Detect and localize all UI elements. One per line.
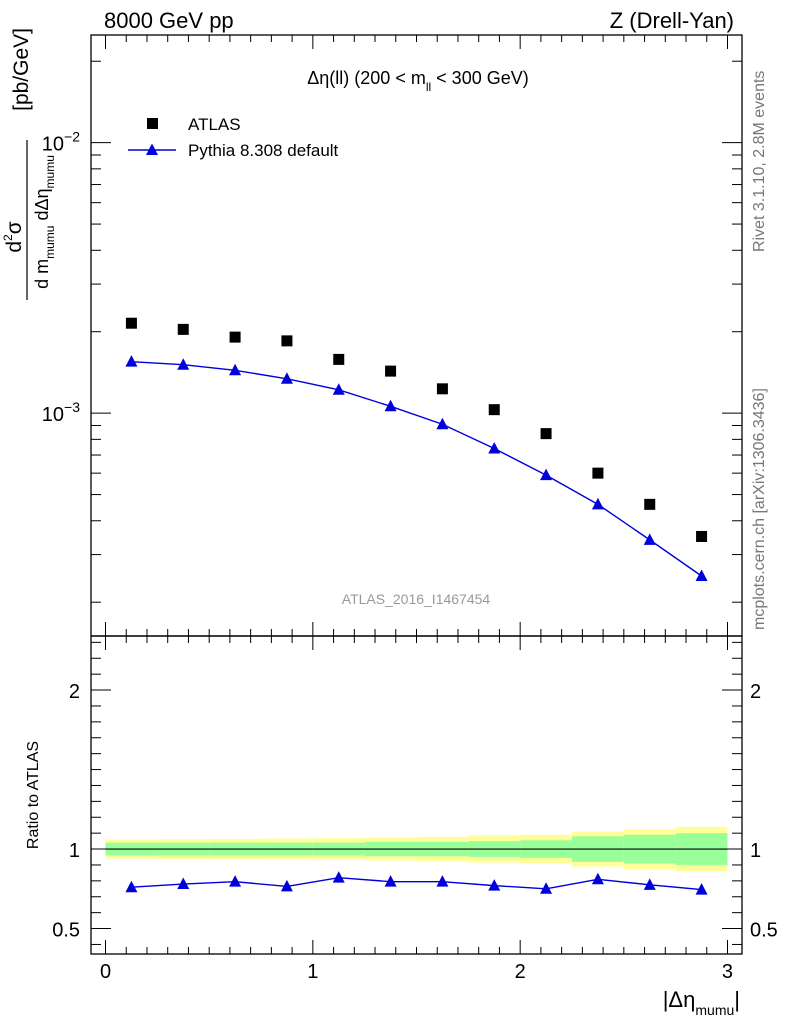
ratio-y-tick-label-left: 0.5 bbox=[52, 920, 80, 942]
pythia-ratio-point bbox=[436, 875, 449, 887]
x-tick-label: 2 bbox=[515, 961, 526, 983]
analysis-watermark: ATLAS_2016_I1467454 bbox=[342, 591, 491, 607]
atlas-data-point bbox=[592, 467, 604, 479]
atlas-data-point bbox=[436, 383, 448, 395]
x-tick-label: 0 bbox=[100, 961, 111, 983]
title-part-pre: Δη(ll) (200 < m bbox=[307, 68, 426, 88]
ylabel-num-d: d bbox=[3, 241, 26, 253]
atlas-data-point bbox=[644, 498, 656, 510]
source-reference-label: mcplots.cern.ch [arXiv:1306.3436] bbox=[751, 388, 768, 630]
ylabel-num-tail: σ bbox=[3, 221, 26, 234]
legend-label-pythia: Pythia 8.308 default bbox=[188, 141, 339, 160]
pythia-main-point bbox=[332, 383, 345, 395]
pythia-main-point bbox=[540, 468, 553, 481]
pythia-main-point bbox=[695, 569, 708, 581]
atlas-data-point bbox=[540, 428, 552, 440]
pythia-ratio-point bbox=[488, 879, 501, 891]
pythia-ratio-point bbox=[643, 878, 656, 890]
tick-base: 10 bbox=[42, 404, 64, 426]
pythia-main-point bbox=[488, 442, 501, 454]
main-plot-title: Δη(ll) (200 < mll < 300 GeV) bbox=[307, 68, 528, 94]
ylabel-den-1-sub: mumu bbox=[43, 226, 57, 259]
pythia-main-line bbox=[131, 360, 702, 577]
plot-frames bbox=[90, 34, 743, 955]
title-part-post: < 300 GeV) bbox=[431, 68, 529, 88]
xlabel-pre: |Δη bbox=[663, 987, 696, 1012]
ylabel-unit: [pb/GeV] bbox=[10, 28, 33, 111]
pythia-main-point bbox=[643, 533, 656, 545]
pythia-ratio-point bbox=[177, 877, 190, 890]
atlas-data-point bbox=[333, 353, 345, 365]
ratio-y-tick-label-right: 1 bbox=[750, 840, 761, 862]
pythia-main-point bbox=[280, 372, 293, 384]
atlas-data-point bbox=[229, 331, 241, 343]
pythia-main-point bbox=[591, 497, 604, 510]
ratio-uncertainty-bands bbox=[105, 826, 728, 872]
pythia-main-point bbox=[125, 355, 138, 367]
rivet-version-label: Rivet 3.1.10, 2.8M events bbox=[751, 70, 768, 252]
pythia-main-point bbox=[229, 363, 242, 376]
ratio-y-tick-label-left: 2 bbox=[69, 681, 80, 703]
pythia-main-point bbox=[177, 358, 190, 370]
ylabel-den-2: dΔη bbox=[32, 188, 52, 220]
pythia-ratio-point bbox=[384, 875, 397, 887]
pythia-ratio-point bbox=[332, 871, 345, 883]
main-y-tick-label: 10−2 bbox=[42, 129, 80, 156]
title-part-sub: ll bbox=[426, 80, 431, 94]
x-axis-label: |Δηmumu| bbox=[663, 987, 740, 1018]
ratio-panel-frame bbox=[90, 635, 743, 955]
ylabel-den-2-sub: mumu bbox=[43, 155, 57, 188]
x-tick-label: 1 bbox=[307, 961, 318, 983]
pythia-main-point bbox=[384, 399, 397, 412]
pythia-ratio-point bbox=[229, 875, 242, 887]
tick-exponent: −3 bbox=[64, 399, 80, 415]
atlas-data-point bbox=[125, 317, 137, 329]
ylabel-den-1: d m bbox=[32, 259, 52, 289]
tick-exponent: −2 bbox=[64, 129, 80, 145]
header-left: 8000 GeV pp bbox=[104, 8, 234, 33]
main-y-tick-label: 10−3 bbox=[42, 399, 80, 426]
pythia-ratio-line bbox=[131, 876, 702, 891]
xlabel-post: | bbox=[734, 987, 740, 1012]
ratio-y-tick-label-right: 2 bbox=[750, 681, 761, 703]
pythia-main-point bbox=[436, 417, 449, 430]
atlas-data-point bbox=[385, 365, 397, 377]
pythia-ratio-point bbox=[125, 880, 138, 893]
header-right: Z (Drell-Yan) bbox=[610, 8, 734, 33]
main-y-axis-label: d2σ d mmumu dΔηmumu [pb/GeV] bbox=[1, 28, 57, 300]
xlabel-sub: mumu bbox=[695, 1002, 734, 1018]
ylabel-numerator: d2σ bbox=[1, 221, 26, 252]
legend-marker-pythia bbox=[146, 143, 158, 155]
pythia-ratio-point bbox=[695, 883, 708, 895]
legend-label-atlas: ATLAS bbox=[188, 115, 241, 134]
atlas-data-point bbox=[177, 323, 189, 335]
axis-ticks: 0 1 2 310−210−30.5 0.51 12 2 bbox=[42, 35, 778, 983]
pythia-ratio-point bbox=[540, 882, 553, 894]
atlas-data-point bbox=[488, 404, 500, 416]
ylabel-denominator: d mmumu dΔηmumu bbox=[32, 155, 57, 289]
x-tick-label: 3 bbox=[722, 961, 733, 983]
ylabel-num-sup: 2 bbox=[1, 234, 15, 241]
ratio-y-tick-label-right: 0.5 bbox=[750, 920, 778, 942]
ratio-y-tick-label-left: 1 bbox=[69, 840, 80, 862]
pythia-ratio-point bbox=[591, 872, 604, 885]
ratio-y-axis-label: Ratio to ATLAS bbox=[25, 741, 42, 849]
legend-marker-atlas bbox=[147, 118, 158, 129]
data-series bbox=[125, 317, 708, 895]
tick-base: 10 bbox=[42, 134, 64, 156]
pythia-ratio-point bbox=[280, 879, 293, 892]
atlas-data-point bbox=[696, 530, 708, 542]
legend: ATLAS Pythia 8.308 default bbox=[128, 115, 339, 160]
atlas-data-point bbox=[281, 335, 293, 347]
